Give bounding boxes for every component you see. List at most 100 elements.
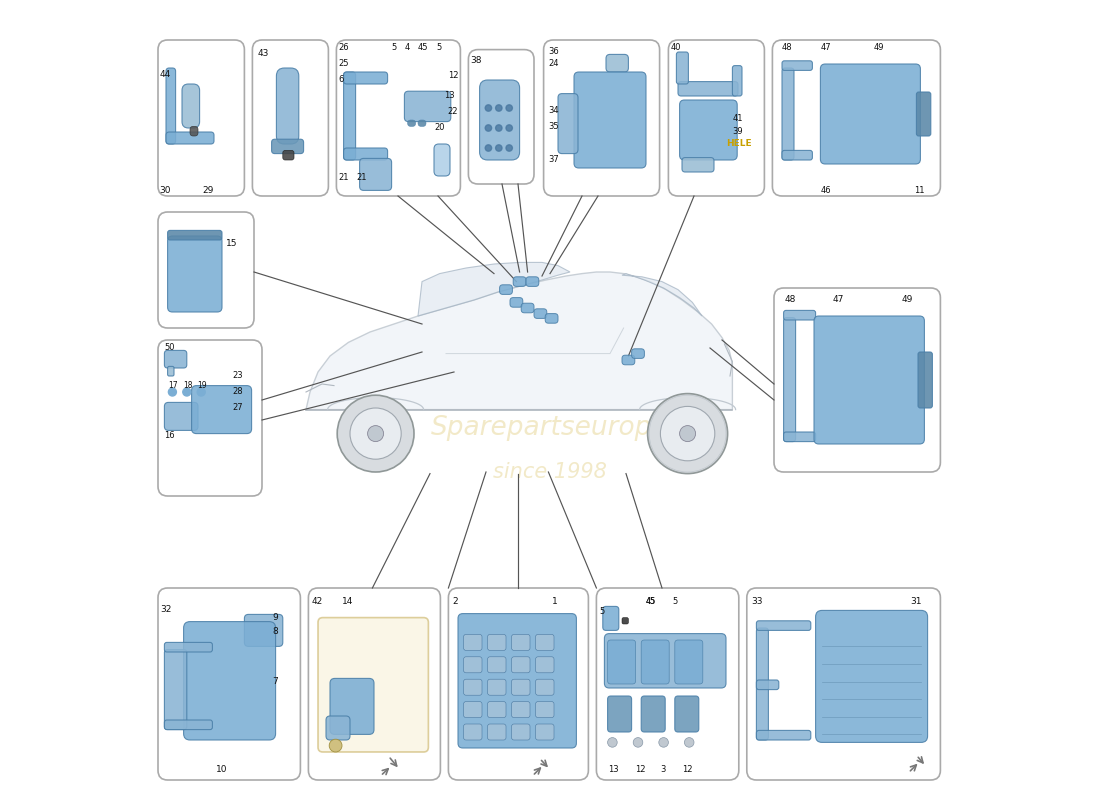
Text: 37: 37 (549, 155, 559, 165)
Text: 44: 44 (160, 70, 170, 79)
FancyBboxPatch shape (674, 696, 698, 732)
FancyBboxPatch shape (184, 622, 276, 740)
Text: 20: 20 (434, 123, 444, 133)
FancyBboxPatch shape (330, 678, 374, 734)
FancyBboxPatch shape (607, 696, 631, 732)
FancyBboxPatch shape (463, 657, 482, 673)
FancyBboxPatch shape (182, 84, 199, 128)
Circle shape (350, 408, 402, 459)
FancyBboxPatch shape (757, 680, 779, 690)
FancyBboxPatch shape (272, 139, 304, 154)
FancyBboxPatch shape (676, 52, 689, 84)
FancyBboxPatch shape (772, 40, 940, 196)
FancyBboxPatch shape (252, 40, 329, 196)
FancyBboxPatch shape (604, 634, 726, 688)
FancyBboxPatch shape (536, 724, 554, 740)
FancyBboxPatch shape (158, 340, 262, 496)
Text: 31: 31 (910, 597, 922, 606)
Text: 43: 43 (258, 49, 270, 58)
FancyBboxPatch shape (815, 610, 927, 742)
Polygon shape (306, 272, 733, 410)
FancyBboxPatch shape (337, 40, 461, 196)
FancyBboxPatch shape (487, 702, 506, 718)
Text: 45: 45 (646, 597, 656, 606)
Text: 46: 46 (821, 186, 830, 195)
Text: 13: 13 (607, 765, 618, 774)
Text: 24: 24 (549, 59, 559, 69)
Text: 49: 49 (902, 294, 913, 304)
Circle shape (648, 394, 727, 474)
Circle shape (496, 145, 502, 151)
FancyBboxPatch shape (487, 634, 506, 650)
Circle shape (168, 388, 176, 396)
Text: 6: 6 (339, 75, 344, 85)
Circle shape (338, 395, 414, 472)
FancyBboxPatch shape (487, 657, 506, 673)
FancyBboxPatch shape (782, 150, 813, 160)
Circle shape (506, 125, 513, 131)
Text: 28: 28 (232, 387, 243, 397)
Text: 45: 45 (646, 597, 657, 606)
Text: Sparepartseurope: Sparepartseurope (431, 415, 669, 441)
Text: 13: 13 (444, 91, 455, 101)
FancyBboxPatch shape (514, 277, 526, 286)
FancyBboxPatch shape (821, 64, 921, 164)
FancyBboxPatch shape (276, 68, 299, 144)
FancyBboxPatch shape (463, 702, 482, 718)
FancyBboxPatch shape (757, 628, 769, 740)
FancyBboxPatch shape (757, 730, 811, 740)
Text: 11: 11 (914, 186, 924, 195)
Text: 2: 2 (452, 597, 458, 606)
Circle shape (329, 739, 342, 752)
FancyBboxPatch shape (343, 72, 355, 160)
FancyBboxPatch shape (167, 236, 222, 312)
Text: 7: 7 (273, 677, 278, 686)
Text: 4: 4 (405, 43, 409, 53)
FancyBboxPatch shape (543, 40, 660, 196)
FancyBboxPatch shape (167, 230, 222, 240)
Text: 12: 12 (682, 765, 693, 774)
Text: 50: 50 (164, 342, 175, 352)
Text: 48: 48 (784, 294, 795, 304)
FancyBboxPatch shape (774, 288, 940, 472)
FancyBboxPatch shape (916, 92, 931, 136)
FancyBboxPatch shape (621, 355, 635, 365)
FancyBboxPatch shape (536, 702, 554, 718)
Text: 12: 12 (635, 765, 646, 774)
FancyBboxPatch shape (536, 679, 554, 695)
FancyBboxPatch shape (558, 94, 578, 154)
Text: 15: 15 (226, 239, 238, 249)
FancyBboxPatch shape (487, 679, 506, 695)
FancyBboxPatch shape (747, 588, 940, 780)
Circle shape (485, 105, 492, 111)
FancyBboxPatch shape (405, 91, 451, 122)
FancyBboxPatch shape (343, 148, 387, 160)
Text: 17: 17 (168, 381, 178, 390)
FancyBboxPatch shape (526, 277, 539, 286)
Circle shape (506, 105, 513, 111)
Text: 9: 9 (273, 613, 278, 622)
Text: 5: 5 (672, 597, 678, 606)
Text: 16: 16 (164, 431, 175, 441)
Text: 19: 19 (197, 381, 207, 390)
Text: since 1998: since 1998 (493, 462, 607, 482)
FancyBboxPatch shape (733, 66, 742, 96)
Circle shape (660, 406, 715, 461)
Text: 49: 49 (874, 43, 884, 53)
Text: 40: 40 (671, 43, 681, 53)
FancyBboxPatch shape (512, 724, 530, 740)
FancyBboxPatch shape (512, 679, 530, 695)
FancyBboxPatch shape (782, 68, 794, 160)
Circle shape (684, 738, 694, 747)
Circle shape (607, 738, 617, 747)
Text: 8: 8 (273, 627, 278, 637)
FancyBboxPatch shape (512, 634, 530, 650)
Circle shape (485, 145, 492, 151)
FancyBboxPatch shape (166, 132, 214, 144)
FancyBboxPatch shape (510, 298, 522, 307)
Text: 10: 10 (216, 765, 227, 774)
FancyBboxPatch shape (669, 40, 764, 196)
FancyBboxPatch shape (606, 54, 628, 72)
Text: 27: 27 (232, 403, 243, 413)
Circle shape (496, 105, 502, 111)
